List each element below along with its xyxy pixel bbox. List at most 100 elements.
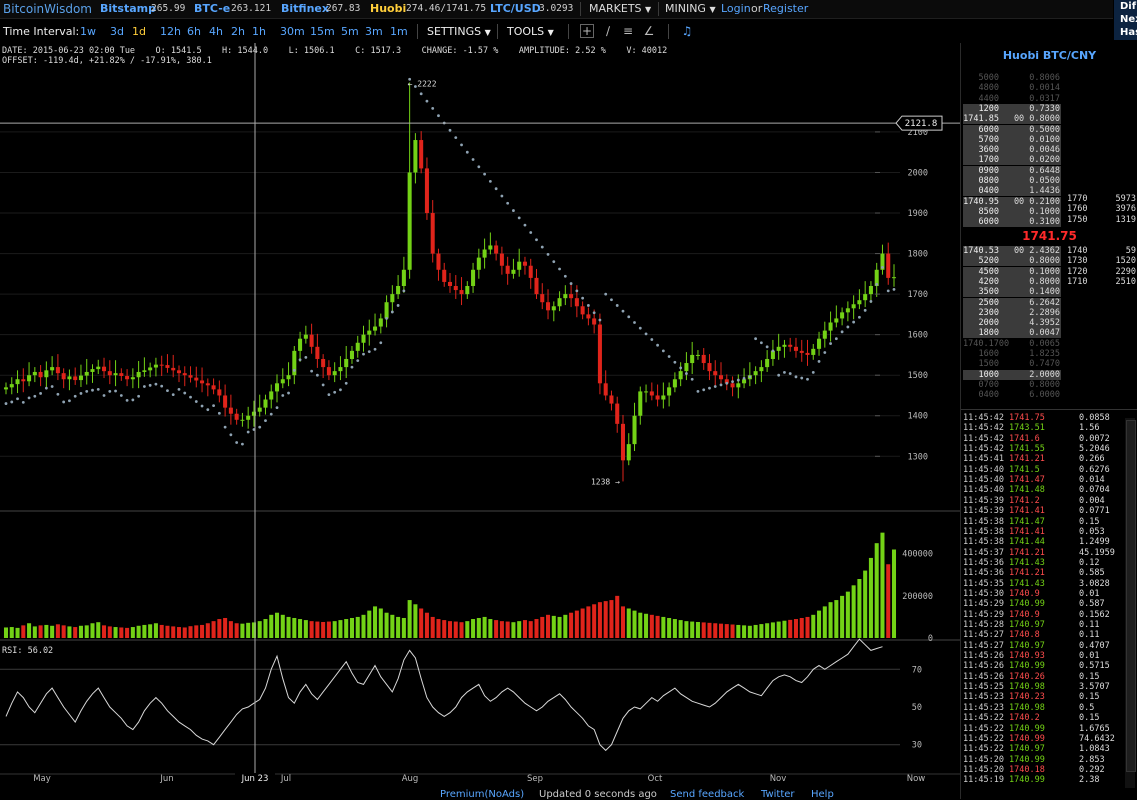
candle-body xyxy=(511,269,516,274)
feedback-link[interactable]: Send feedback xyxy=(670,789,745,800)
interval-1d[interactable]: 1d xyxy=(132,25,146,38)
interval-1w[interactable]: 1w xyxy=(80,25,96,38)
volume-bar xyxy=(96,622,101,638)
bid-row-amount: 2.2896 xyxy=(1029,307,1060,318)
orderbook-title[interactable]: Huobi BTC/CNY xyxy=(1002,49,1097,62)
sar-dot xyxy=(708,386,711,390)
login-link[interactable]: Login xyxy=(721,2,751,15)
scrollbar[interactable] xyxy=(1125,418,1136,788)
interval-3d[interactable]: 3d xyxy=(110,25,124,38)
settings-dropdown[interactable]: SETTINGS ▼ xyxy=(427,25,491,38)
trade-price: 1741.55 xyxy=(1009,444,1045,455)
bid-row: 1000 2.0000 xyxy=(963,369,1061,380)
volume-bar xyxy=(574,610,579,638)
register-link[interactable]: Register xyxy=(763,2,809,15)
interval-3m[interactable]: 3m xyxy=(365,25,383,38)
trade-time: 11:45:37 xyxy=(963,547,1004,558)
twitter-link[interactable]: Twitter xyxy=(761,789,795,800)
exchange-bitfinex[interactable]: Bitfinex xyxy=(281,2,329,15)
sar-dot xyxy=(702,388,706,392)
interval-30m[interactable]: 30m xyxy=(280,25,305,38)
crosshair-date-box xyxy=(235,773,275,784)
volume-bar xyxy=(620,606,626,638)
interval-12h[interactable]: 12h xyxy=(160,25,181,38)
markets-menu-label: MARKETS xyxy=(589,2,642,15)
volume-bar xyxy=(442,620,447,638)
interval-2h[interactable]: 2h xyxy=(231,25,245,38)
candle-body xyxy=(863,294,868,301)
sar-dot xyxy=(16,397,19,401)
bars-icon[interactable]: ≡ xyxy=(622,24,634,38)
tools-dropdown[interactable]: TOOLS ▼ xyxy=(507,25,554,38)
volume-bar xyxy=(874,543,879,638)
bid-depth-price: 1710 xyxy=(1067,276,1088,287)
footer: Premium(NoAds) Updated 0 seconds ago Sen… xyxy=(0,789,960,800)
scrollbar-thumb[interactable] xyxy=(1126,420,1136,772)
volume-bar xyxy=(373,606,378,638)
trade-price: 1740.26 xyxy=(1009,671,1045,682)
exchange-bitstamp[interactable]: Bitstamp xyxy=(100,2,156,15)
candle-body xyxy=(603,383,608,396)
candle-body xyxy=(442,269,447,282)
interval-4h[interactable]: 4h xyxy=(209,25,223,38)
bid-depth-row: 1740 59 xyxy=(963,246,1136,256)
candle-body xyxy=(528,265,533,278)
interval-15m[interactable]: 15m xyxy=(310,25,335,38)
trade-amount: 5.2046 xyxy=(1079,444,1110,455)
volume-bar xyxy=(171,626,176,638)
line-icon[interactable]: ∕ xyxy=(605,24,611,38)
sar-dot xyxy=(869,300,873,303)
sar-dot xyxy=(137,394,141,398)
sar-dot xyxy=(177,387,181,391)
markets-menu[interactable]: MARKETS ▼ xyxy=(589,2,651,15)
x-axis-label: May xyxy=(33,774,51,784)
trade-amount: 0.004 xyxy=(1079,495,1105,506)
mining-menu[interactable]: MINING ▼ xyxy=(665,2,716,15)
trade-time: 11:45:42 xyxy=(963,413,1004,423)
interval-1m[interactable]: 1m xyxy=(390,25,408,38)
sar-dot xyxy=(119,394,123,397)
interval-6h[interactable]: 6h xyxy=(187,25,201,38)
trade-time: 11:45:28 xyxy=(963,620,1004,630)
bell-icon[interactable]: ♫ xyxy=(681,24,693,38)
ask-row-amount: 00 0.2100 xyxy=(1013,196,1060,207)
volume-bar xyxy=(615,595,620,638)
chevron-down-icon: ▼ xyxy=(709,5,716,14)
bid-row-price: 2300 xyxy=(978,307,999,318)
exchange-ltcusd-price: 3.0293 xyxy=(539,3,574,14)
premium-link[interactable]: Premium(NoAds) xyxy=(440,789,525,800)
help-link[interactable]: Help xyxy=(811,789,834,800)
trade-amount: 0.585 xyxy=(1079,568,1105,579)
exchange-btce[interactable]: BTC-e xyxy=(194,2,231,15)
exchange-ltcusd[interactable]: LTC/USD xyxy=(490,2,541,15)
sar-dot xyxy=(627,315,631,319)
sar-dot xyxy=(598,318,602,322)
trade-amount: 0.15 xyxy=(1079,692,1100,703)
price-chart[interactable]: RSI: 56.02 13001400150016001700180019002… xyxy=(0,43,960,789)
bid-row-price: 5200 xyxy=(978,256,999,267)
exchange-huobi[interactable]: Huobi xyxy=(370,2,407,15)
ask-row-price: 4400 xyxy=(978,93,999,104)
site-logo[interactable]: BitcoinWisdom xyxy=(3,2,92,16)
candle-body xyxy=(148,367,153,371)
sar-dot xyxy=(68,399,71,403)
sar-dot xyxy=(460,143,463,147)
candle-body xyxy=(597,324,602,384)
sar-dot xyxy=(517,216,521,220)
trade-history[interactable]: 11:45:42 1741.75 0.0858 11:45:42 1743.51 1.56… xyxy=(961,409,1137,800)
ask-row-price: 0400 xyxy=(978,186,999,197)
fan-icon[interactable]: ∠ xyxy=(643,24,655,38)
trade-amount: 1.56 xyxy=(1079,423,1100,434)
volume-bar xyxy=(649,614,654,638)
candle-body xyxy=(286,375,291,380)
ask-row-price: 3600 xyxy=(978,145,999,156)
rsi-tick-label: 70 xyxy=(912,665,922,675)
crosshair-icon[interactable]: + xyxy=(580,24,594,38)
interval-1h[interactable]: 1h xyxy=(252,25,266,38)
interval-5m[interactable]: 5m xyxy=(341,25,359,38)
volume-bar xyxy=(805,616,810,638)
sar-dot xyxy=(44,386,48,390)
trade-price: 1741.41 xyxy=(1009,526,1045,537)
volume-bar xyxy=(73,627,78,638)
trade-price: 1740.99 xyxy=(1009,775,1045,786)
